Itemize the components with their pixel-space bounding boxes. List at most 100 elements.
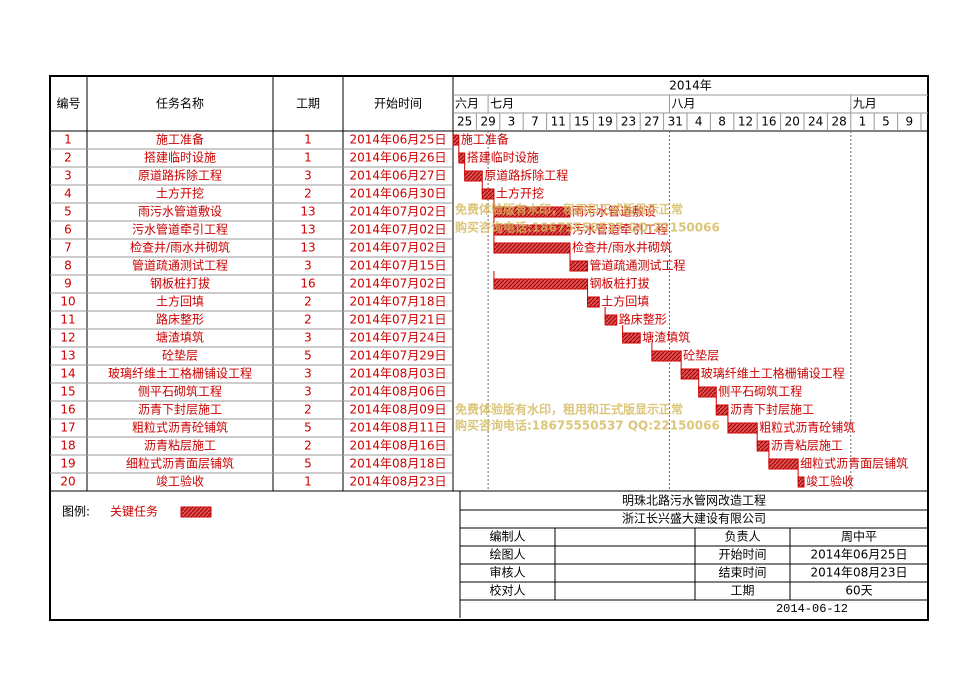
report-date: 2014-06-12 <box>776 602 848 616</box>
task-bar <box>452 134 460 146</box>
task-name: 路床整形 <box>156 312 204 327</box>
task-name: 管道疏通测试工程 <box>132 258 228 273</box>
task-bar <box>604 314 618 326</box>
task-duration: 13 <box>300 205 315 219</box>
task-name: 塘渣填筑 <box>156 330 204 345</box>
task-duration: 3 <box>304 331 312 345</box>
column-header: 任务名称 <box>156 96 204 111</box>
task-name: 粗粒式沥青砼铺筑 <box>132 420 228 435</box>
bar-label: 砼垫层 <box>683 348 719 363</box>
task-start: 2014年07月18日 <box>349 295 446 309</box>
task-duration: 3 <box>304 367 312 381</box>
frame <box>49 75 929 621</box>
task-duration: 3 <box>304 259 312 273</box>
task-id: 8 <box>64 259 72 273</box>
task-duration: 3 <box>304 169 312 183</box>
task-id: 7 <box>64 241 72 255</box>
task-id: 10 <box>60 295 75 309</box>
task-bar <box>458 152 466 164</box>
day-label: 4 <box>695 115 703 129</box>
day-label: 24 <box>808 115 823 129</box>
project-name: 明珠北路污水管网改造工程 <box>622 493 766 508</box>
task-id: 13 <box>60 349 75 363</box>
bar-label: 玻璃纤维土工格栅铺设工程 <box>701 366 845 381</box>
column-header: 开始时间 <box>374 97 422 111</box>
info-cell: 编制人 <box>489 529 525 544</box>
column-header: 编号 <box>56 96 80 111</box>
task-name: 原道路拆除工程 <box>138 168 222 183</box>
task-bar <box>715 404 729 416</box>
bar-label: 沥青下封层施工 <box>730 403 814 417</box>
task-id: 18 <box>60 439 75 453</box>
task-start: 2014年07月15日 <box>349 259 446 273</box>
task-id: 16 <box>60 403 75 417</box>
task-name: 施工准备 <box>156 133 204 147</box>
bar-label: 侧平石砌筑工程 <box>718 384 802 399</box>
task-duration: 1 <box>304 475 312 489</box>
task-name: 土方回填 <box>156 294 204 309</box>
legend-item: 关键任务 <box>110 504 158 519</box>
task-bar <box>680 368 700 380</box>
month-label: 八月 <box>671 97 695 111</box>
day-label: 15 <box>574 115 589 129</box>
task-start: 2014年08月03日 <box>349 367 446 381</box>
task-name: 砼垫层 <box>162 348 198 363</box>
bar-label: 施工准备 <box>461 133 509 147</box>
day-label: 23 <box>621 115 636 129</box>
task-bar <box>622 332 641 344</box>
bar-label: 原道路拆除工程 <box>484 168 568 183</box>
task-name: 沥青下封层施工 <box>138 403 222 417</box>
task-duration: 2 <box>304 403 312 417</box>
info-cell: 校对人 <box>489 583 525 598</box>
bar-label: 路床整形 <box>619 312 667 327</box>
task-name: 竣工验收 <box>156 474 204 489</box>
task-name: 搭建临时设施 <box>144 151 216 165</box>
task-duration: 3 <box>304 385 312 399</box>
task-start: 2014年08月23日 <box>349 475 446 489</box>
info-cell: 2014年08月23日 <box>810 566 907 580</box>
day-label: 20 <box>785 115 800 129</box>
task-bar <box>493 206 571 218</box>
day-label: 3 <box>508 115 516 129</box>
info-cell: 开始时间 <box>718 548 766 562</box>
month-label: 六月 <box>455 97 479 111</box>
task-name: 钢板桩打拔 <box>150 276 210 291</box>
task-id: 4 <box>64 187 72 201</box>
day-label: 25 <box>457 115 472 129</box>
task-start: 2014年07月02日 <box>349 277 446 291</box>
task-duration: 5 <box>304 349 312 363</box>
day-label: 11 <box>551 115 566 129</box>
task-name: 细粒式沥青面层铺筑 <box>126 456 234 471</box>
info-cell: 周中平 <box>841 529 877 544</box>
task-start: 2014年06月25日 <box>349 133 446 147</box>
bar-label: 土方回填 <box>601 294 649 309</box>
month-label: 九月 <box>853 97 877 111</box>
task-name: 污水管道牵引工程 <box>132 222 228 237</box>
task-duration: 1 <box>304 133 312 147</box>
task-duration: 16 <box>300 277 315 291</box>
task-bar <box>587 296 600 308</box>
year-label: 2014年 <box>669 79 712 93</box>
task-start: 2014年06月27日 <box>349 169 446 183</box>
task-start: 2014年08月09日 <box>349 403 446 417</box>
task-bar <box>493 224 571 236</box>
task-start: 2014年07月24日 <box>349 331 446 345</box>
bar-label: 管道疏通测试工程 <box>590 258 686 273</box>
task-bar <box>698 386 717 398</box>
legend-label: 图例: <box>62 505 90 519</box>
task-duration: 5 <box>304 457 312 471</box>
task-start: 2014年07月21日 <box>349 313 446 327</box>
task-bar <box>464 170 483 182</box>
task-id: 17 <box>60 421 75 435</box>
task-duration: 13 <box>300 223 315 237</box>
bar-label: 检查井/雨水井砌筑 <box>572 240 672 255</box>
task-start: 2014年06月26日 <box>349 151 446 165</box>
task-start: 2014年07月02日 <box>349 223 446 237</box>
company-name: 浙江长兴盛大建设有限公司 <box>622 511 766 526</box>
task-duration: 2 <box>304 295 312 309</box>
day-label: 12 <box>738 115 753 129</box>
task-duration: 2 <box>304 313 312 327</box>
task-bar <box>493 278 589 290</box>
day-label: 31 <box>668 115 683 129</box>
bar-label: 搭建临时设施 <box>467 151 539 165</box>
